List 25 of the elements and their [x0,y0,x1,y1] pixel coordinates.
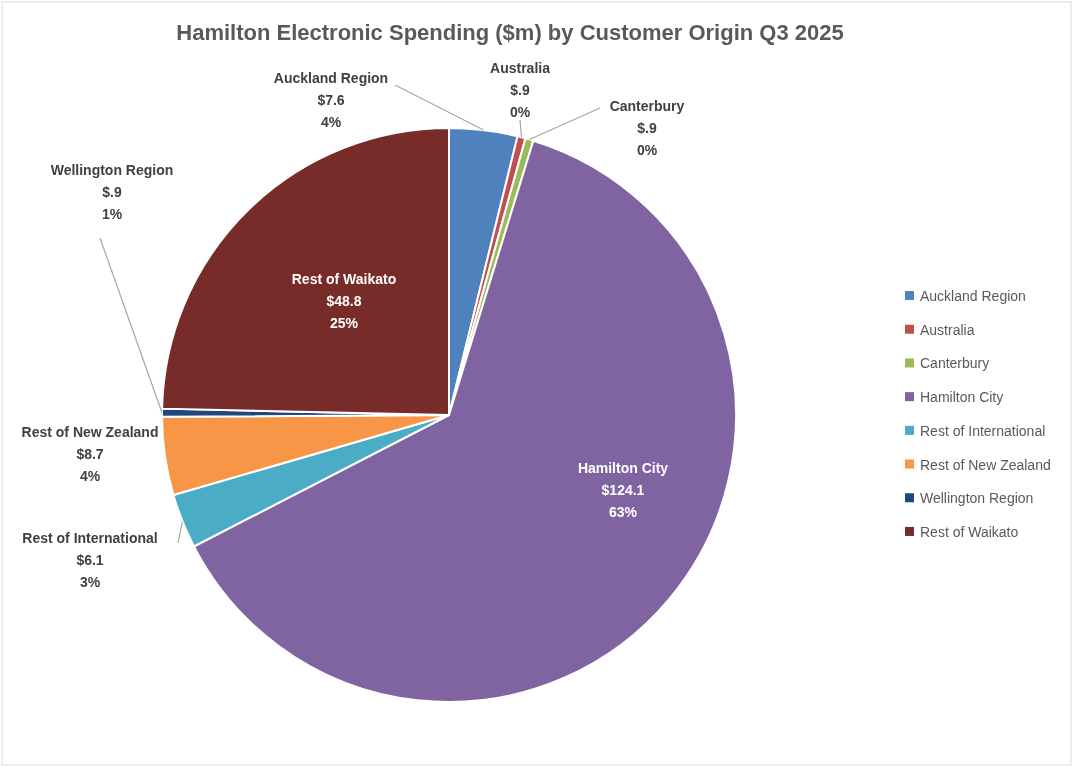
legend-label: Wellington Region [920,490,1034,507]
slice-label: Hamilton City [577,460,669,476]
legend-label: Auckland Region [920,288,1026,305]
legend-label: Hamilton City [920,389,1004,406]
legend-label: Rest of New Zealand [920,456,1051,473]
slice-label: Rest of Waikato [291,271,397,287]
data-label: $8.7 4% [76,446,104,484]
slice-label: Auckland Region [273,70,389,86]
slice-label: Rest of International [22,530,158,546]
data-label: $.9 0% [636,120,658,158]
data-label: $48.8 25% [326,293,362,331]
data-label: $7.6 4% [317,92,345,130]
slice-label: Australia [490,60,551,76]
slice-label: Canterbury [609,98,685,114]
legend-label: Australia [920,321,975,338]
data-label: $124.1 63% [601,482,645,520]
data-label: $.9 0% [509,82,531,120]
slice-label: Wellington Region [50,162,174,178]
legend-label: Rest of Waikato [920,523,1019,540]
legend-label: Canterbury [920,355,990,372]
data-label: $6.1 3% [76,552,104,590]
slice-label: Rest of New Zealand [21,424,159,440]
chart-title: Hamilton Electronic Spending ($m) by Customer Origin Q3 2025 [176,20,844,45]
data-label: $.9 1% [101,184,123,222]
legend-label: Rest of International [920,422,1046,439]
